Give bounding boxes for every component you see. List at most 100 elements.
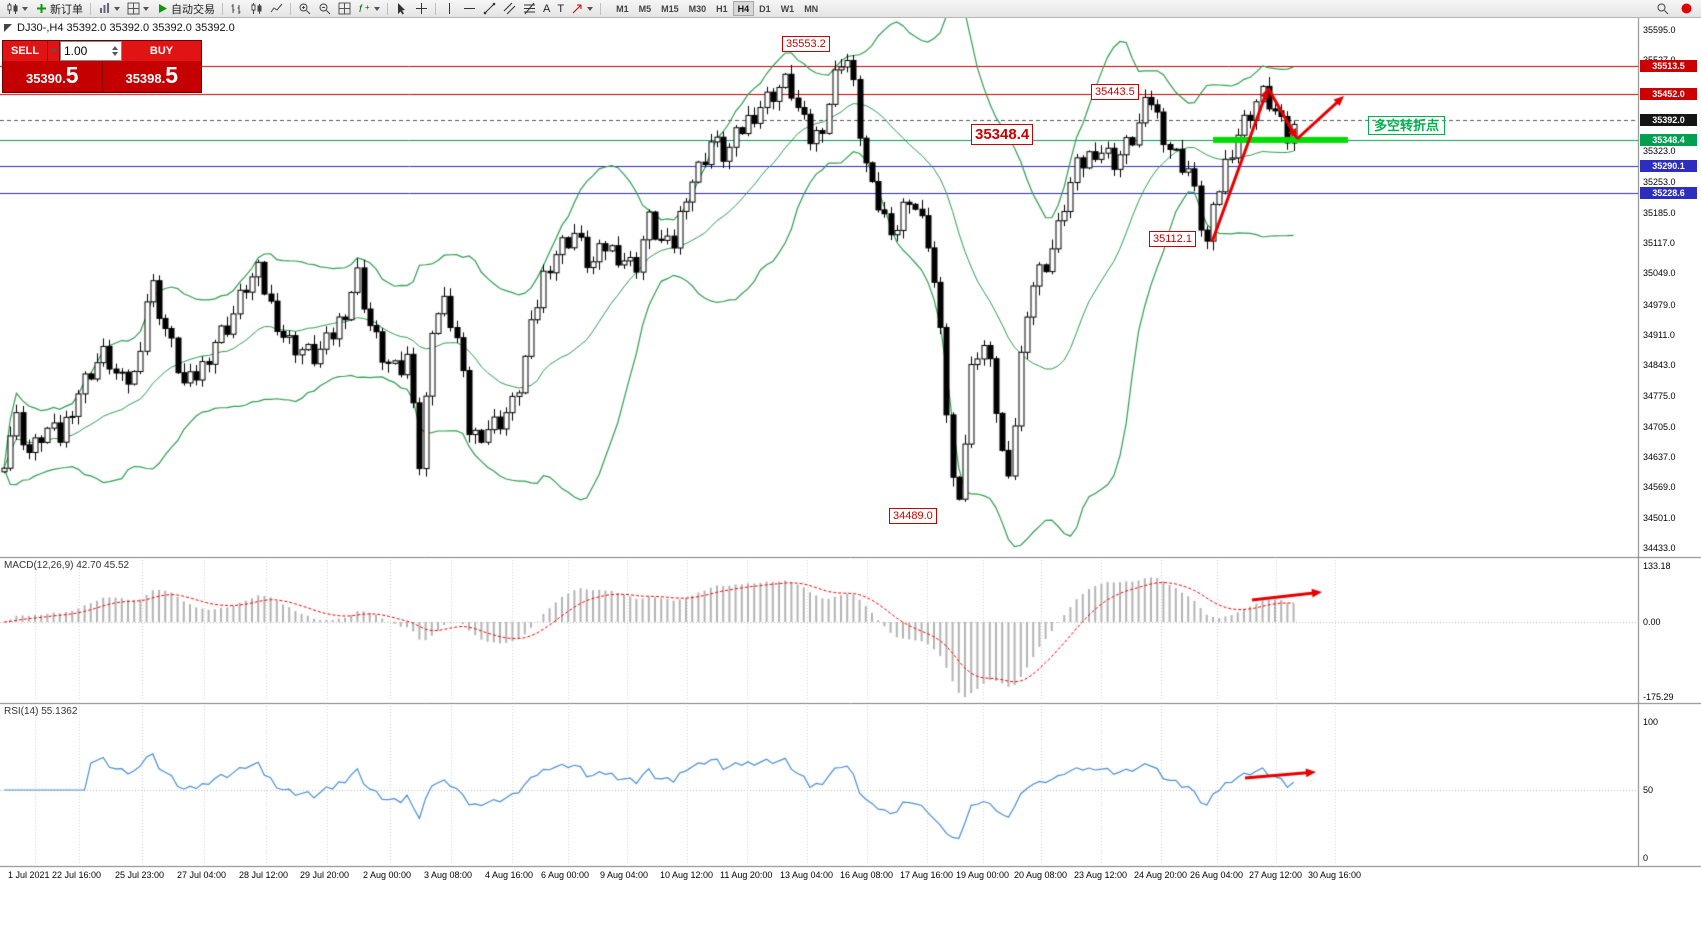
trade-panel-prices: 35390. 5 35398. 5 (3, 61, 201, 92)
plus-order-icon (35, 2, 48, 15)
lot-size-field[interactable]: 1.00 (60, 41, 122, 61)
crosshair-icon (415, 2, 428, 15)
dropdown-caret-icon (374, 6, 380, 11)
play-icon (156, 2, 169, 15)
trendline-icon (483, 2, 496, 15)
line-view-button[interactable] (267, 1, 286, 17)
buy-price-big-digit: 5 (165, 62, 179, 88)
spin-up-icon (112, 46, 118, 50)
indicators-button[interactable]: f + (355, 1, 383, 17)
auto-trading-button[interactable]: 自动交易 (153, 1, 218, 17)
dropdown-caret-icon (143, 6, 149, 11)
line-chart-icon (270, 2, 283, 15)
timeframe-h1-button[interactable]: H1 (711, 1, 733, 16)
hline-icon (463, 2, 476, 15)
tile-windows-button[interactable] (335, 1, 354, 17)
bars-view-button[interactable] (227, 1, 246, 17)
sell-dropdown[interactable] (47, 41, 60, 61)
new-order-button-label: 新订单 (50, 3, 83, 16)
new-chart-button[interactable] (3, 1, 31, 17)
sell-button[interactable]: SELL (3, 41, 47, 61)
new-order-button[interactable]: 新订单 (32, 1, 86, 17)
one-click-collapse-icon[interactable] (4, 24, 12, 32)
chart-note[interactable]: 多空转折点 (1368, 116, 1446, 135)
text-button[interactable]: A (540, 1, 553, 17)
horizontal-line-button[interactable] (460, 1, 479, 17)
bars-view-icon (230, 2, 243, 15)
text-button-label: A (543, 2, 551, 15)
toolbar-separator (435, 2, 436, 15)
bar-chart-icon (98, 2, 111, 15)
label-button-label: T (557, 2, 565, 15)
lot-size-value: 1.00 (64, 44, 88, 58)
cursor-button[interactable] (392, 1, 411, 17)
candles-view-button[interactable] (247, 1, 266, 17)
dropdown-caret-icon (22, 6, 28, 11)
price-annotation[interactable]: 35348.4 (971, 124, 1034, 145)
fibo-icon (523, 2, 536, 15)
dropdown-caret-icon (114, 6, 120, 11)
arrow-ne-icon (571, 2, 584, 15)
price-annotation[interactable]: 35553.2 (782, 36, 830, 52)
zoom-in-button[interactable] (295, 1, 314, 17)
price-annotation[interactable]: 35112.1 (1149, 231, 1196, 247)
buy-button[interactable]: BUY (122, 41, 201, 61)
svg-text:f: f (359, 4, 363, 15)
timeframe-m30-button[interactable]: M30 (684, 1, 712, 16)
arrows-button[interactable] (568, 1, 596, 17)
label-button[interactable]: T (554, 1, 567, 17)
sell-price-big-digit: 5 (65, 62, 79, 88)
toolbar-separator (290, 2, 291, 15)
main-toolbar: 新订单 自动交易 f + A T M1 M5 M15 M30 H1 H4 D1 W1 MN (0, 0, 1701, 18)
timeframe-d1-button[interactable]: D1 (754, 1, 776, 16)
trade-panel-top-row: SELL 1.00 BUY (3, 41, 201, 61)
toolbar-separator (387, 2, 388, 15)
search-button[interactable] (1653, 1, 1672, 17)
red-dot-icon (1680, 2, 1693, 15)
buy-price[interactable]: 35398. 5 (103, 61, 202, 92)
magnifier-icon (1656, 2, 1669, 15)
sell-price-main: 35390. (25, 71, 66, 86)
auto-trading-button-label: 自动交易 (171, 3, 215, 16)
channel-button[interactable] (500, 1, 519, 17)
toolbar-separator (222, 2, 223, 15)
channel-icon (503, 2, 516, 15)
profiles-button[interactable] (124, 1, 152, 17)
svg-text:+: + (365, 3, 370, 12)
tiles-icon (338, 2, 351, 15)
vline-icon (443, 2, 456, 15)
spin-down-icon (112, 52, 118, 56)
zoom-out-button[interactable] (315, 1, 334, 17)
one-click-trading-panel: SELL 1.00 BUY 35390. 5 35398. 5 (2, 40, 202, 93)
sell-price[interactable]: 35390. 5 (3, 61, 103, 92)
charts-button[interactable] (95, 1, 123, 17)
vertical-line-button[interactable] (440, 1, 459, 17)
timeframe-w1-button[interactable]: W1 (776, 1, 800, 16)
crosshair-button[interactable] (412, 1, 431, 17)
cursor-icon (395, 2, 408, 15)
timeframe-m1-button[interactable]: M1 (611, 1, 634, 16)
notification-badge[interactable] (1677, 1, 1696, 17)
zoom-out-icon (318, 2, 331, 15)
fibonacci-button[interactable] (520, 1, 539, 17)
price-annotation[interactable]: 34489.0 (889, 508, 937, 524)
trendline-button[interactable] (480, 1, 499, 17)
buy-price-main: 35398. (125, 71, 166, 86)
tiles-icon (127, 2, 140, 15)
toolbar-separator (600, 2, 602, 15)
chevron-down-icon (51, 49, 57, 53)
toolbar-right-group (1653, 1, 1698, 17)
timeframe-mn-button[interactable]: MN (799, 1, 823, 16)
timeframe-m15-button[interactable]: M15 (656, 1, 684, 16)
zoom-in-icon (298, 2, 311, 15)
candles-chart-icon (6, 2, 19, 15)
indicator-icon: f + (358, 2, 371, 15)
price-annotation[interactable]: 35443.5 (1091, 84, 1139, 100)
candles-chart-icon (250, 2, 263, 15)
dropdown-caret-icon (587, 6, 594, 11)
timeframe-h4-button[interactable]: H4 (732, 1, 755, 16)
toolbar-separator (90, 2, 91, 15)
lot-spinner[interactable] (112, 46, 118, 56)
timeframe-m5-button[interactable]: M5 (634, 1, 657, 16)
